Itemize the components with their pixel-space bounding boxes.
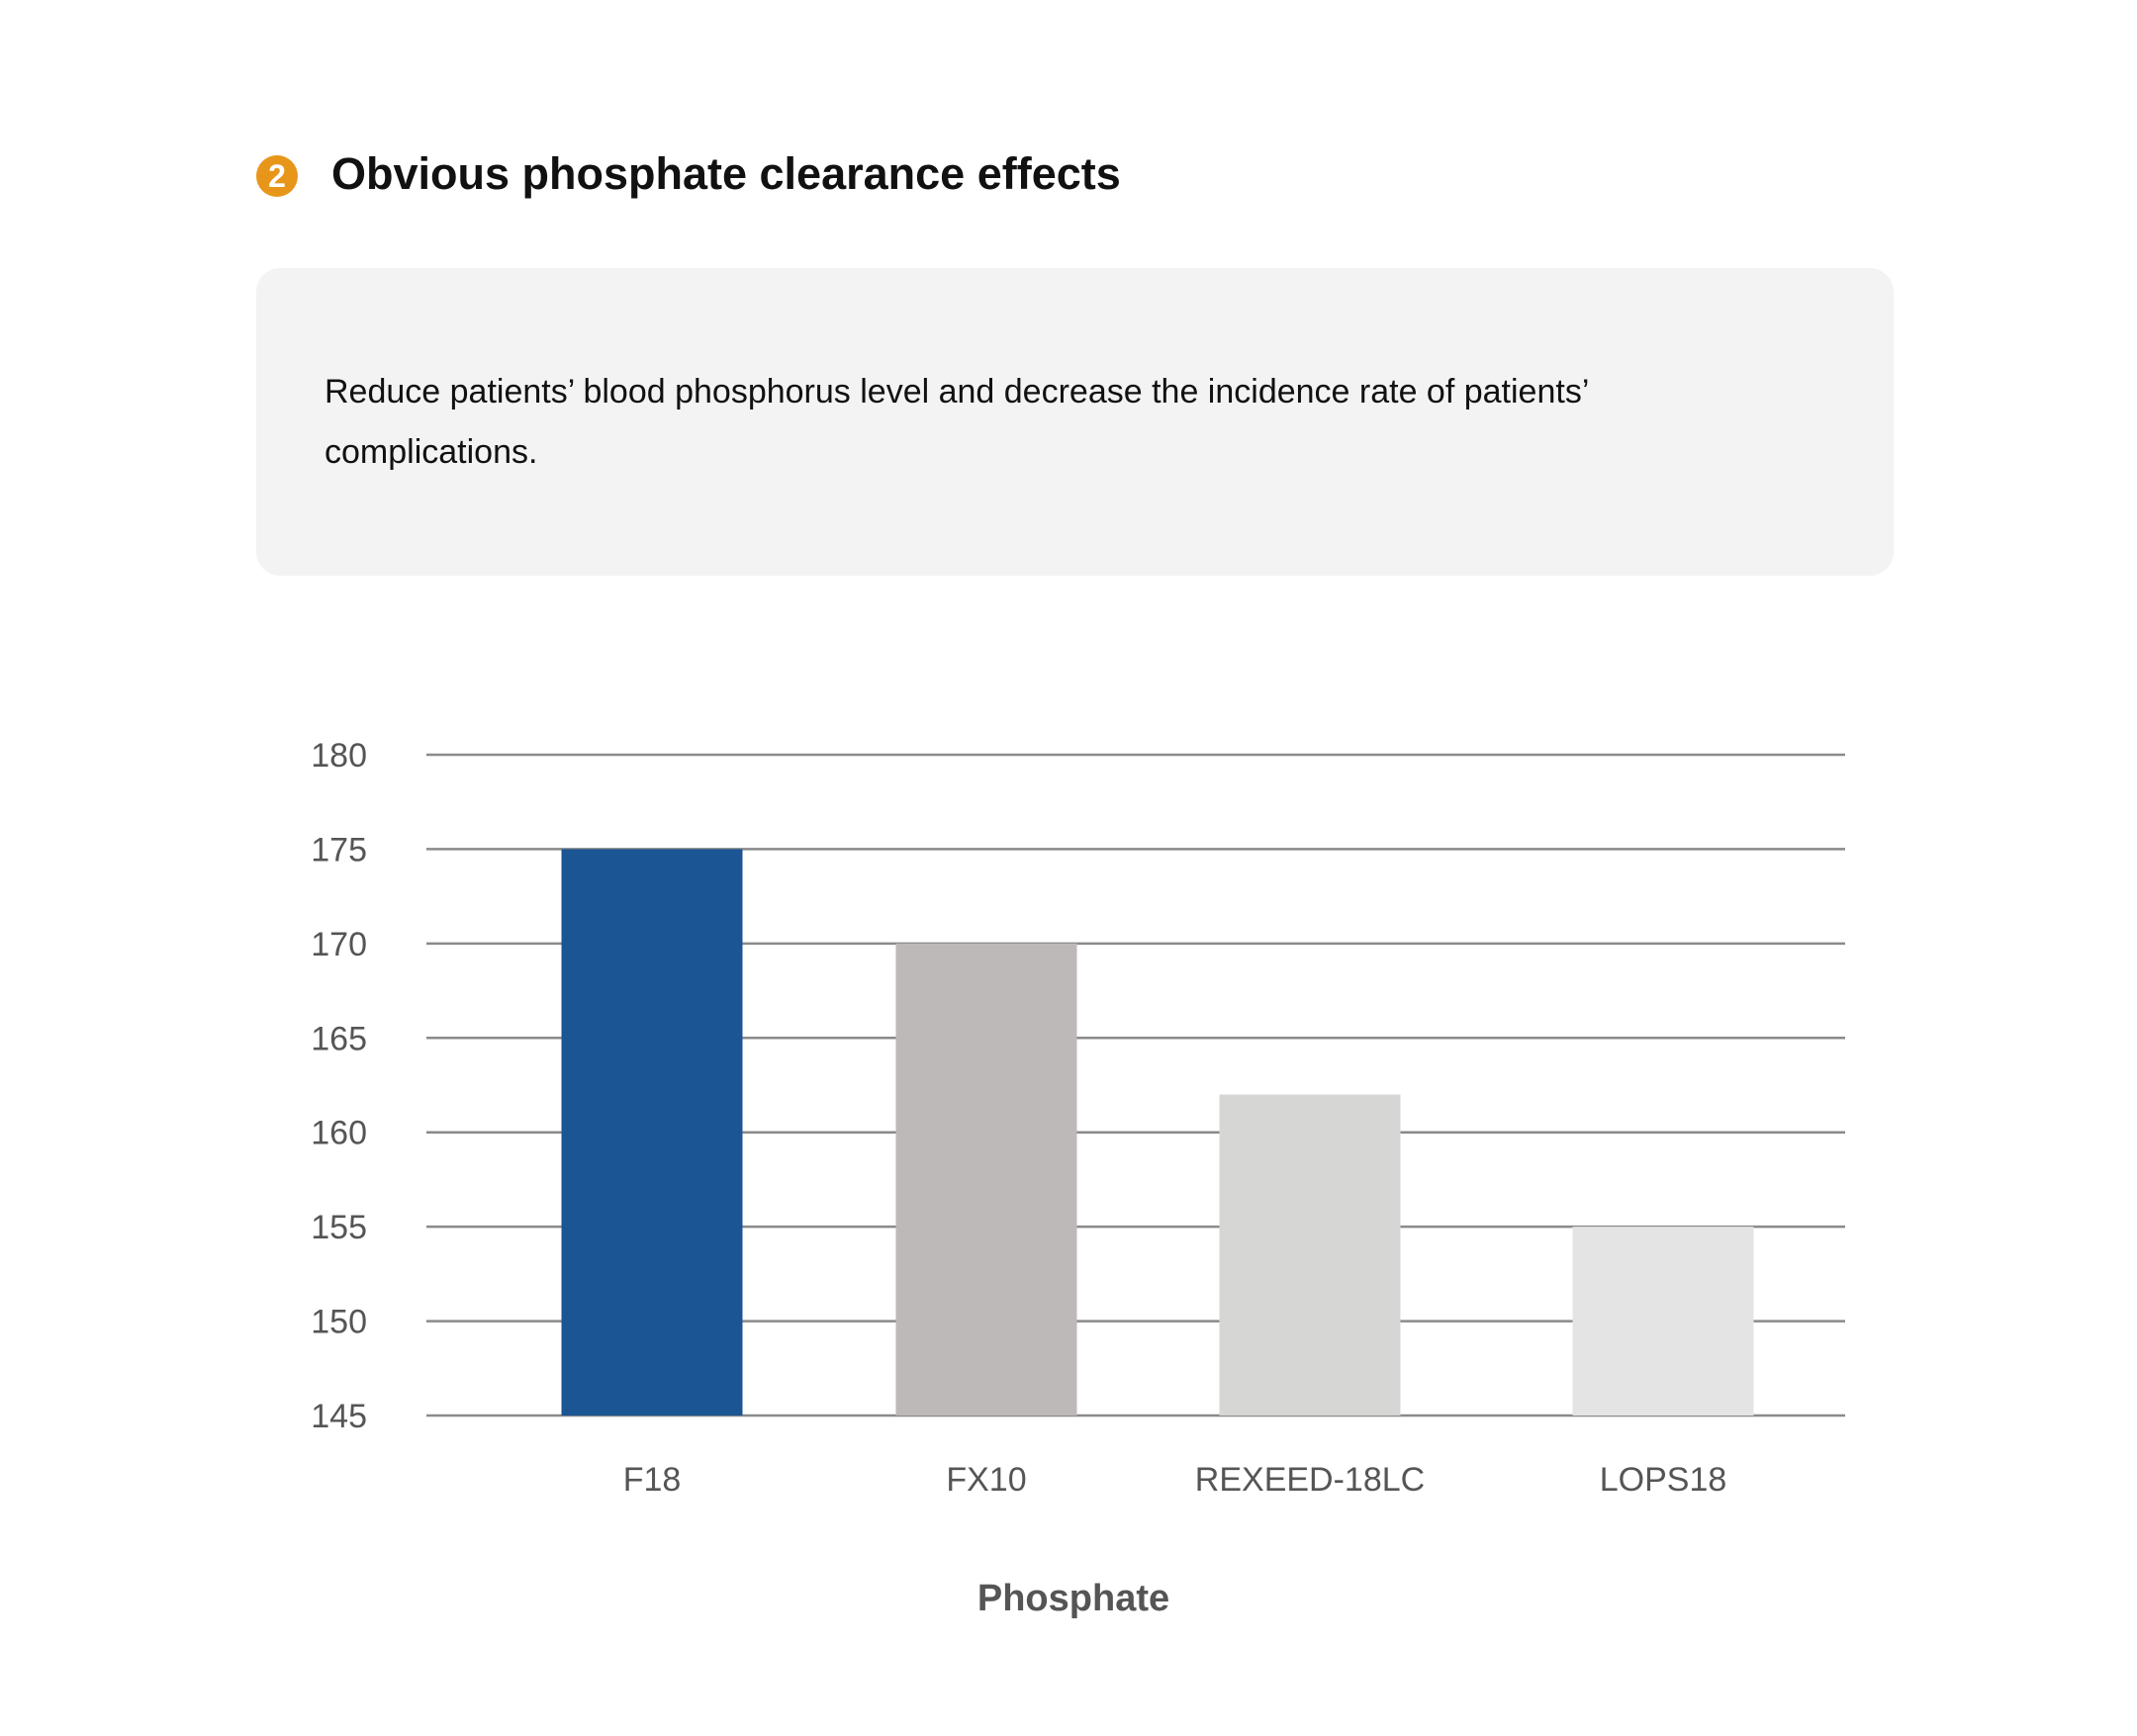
y-tick-label: 170 — [311, 926, 367, 963]
y-tick-label: 155 — [311, 1209, 367, 1246]
section-title: Obvious phosphate clearance effects — [331, 148, 1121, 199]
y-tick-label: 175 — [311, 831, 367, 868]
y-tick-label: 145 — [311, 1398, 367, 1435]
x-tick-label: REXEED-18LC — [1195, 1461, 1425, 1499]
x-tick-label: LOPS18 — [1600, 1461, 1727, 1499]
x-tick-label: FX10 — [946, 1461, 1026, 1499]
y-tick-label: 180 — [311, 737, 367, 775]
x-tick-label: F18 — [623, 1461, 682, 1499]
description-text: Reduce patients’ blood phosphorus level … — [325, 373, 1589, 471]
bar-f18 — [561, 849, 743, 1416]
bar-rexeed-18lc — [1219, 1094, 1401, 1416]
x-axis-title: Phosphate — [977, 1578, 1169, 1619]
y-tick-label: 150 — [311, 1304, 367, 1341]
bar-lops18 — [1572, 1227, 1754, 1416]
description-box: Reduce patients’ blood phosphorus level … — [256, 268, 1894, 576]
section-number-badge: 2 — [256, 155, 298, 197]
y-tick-label: 160 — [311, 1115, 367, 1152]
y-tick-label: 165 — [311, 1020, 367, 1057]
bar-fx10 — [895, 943, 1077, 1416]
